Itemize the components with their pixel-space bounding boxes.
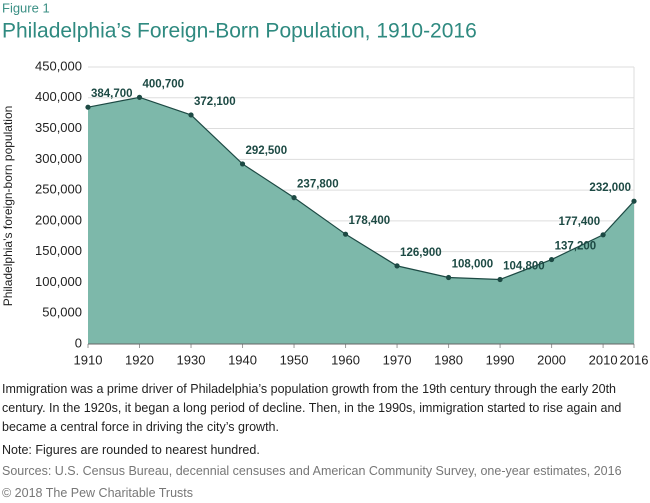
value-label: 237,800 <box>297 179 339 191</box>
y-axis-label: Philadelphia’s foreign-born population <box>1 106 15 307</box>
y-tick-label: 300,000 <box>35 151 82 166</box>
value-label: 177,400 <box>559 216 601 228</box>
y-tick-label: 450,000 <box>35 58 82 73</box>
x-tick-label: 1940 <box>228 352 257 367</box>
value-label: 137,200 <box>555 241 597 253</box>
value-label: 108,000 <box>452 259 494 271</box>
y-tick-label: 200,000 <box>35 212 82 227</box>
x-tick-label: 1910 <box>74 352 103 367</box>
point <box>342 231 349 237</box>
value-label: 104,800 <box>503 261 545 273</box>
x-tick-label: 1970 <box>383 352 412 367</box>
note: Note: Figures are rounded to nearest hun… <box>2 443 260 457</box>
x-tick-label: 2010 <box>589 352 618 367</box>
x-tick-label: 2016 <box>620 352 649 367</box>
x-tick-label: 1960 <box>331 352 360 367</box>
x-tick-label: 1920 <box>125 352 154 367</box>
line <box>87 96 635 281</box>
point <box>85 104 91 110</box>
value-label: 126,900 <box>400 247 442 259</box>
y-tick-label: 350,000 <box>35 120 82 135</box>
caption: Immigration was a prime driver of Philad… <box>2 382 622 434</box>
point <box>548 256 555 263</box>
y-tick-label: 100,000 <box>35 274 82 289</box>
point <box>394 263 400 269</box>
value-label: 384,700 <box>91 88 133 100</box>
x-tick-label: 1950 <box>280 352 309 367</box>
point <box>631 198 637 204</box>
point <box>136 94 143 100</box>
value-label: 292,500 <box>246 145 288 157</box>
x-tick-label: 1930 <box>177 352 206 367</box>
point <box>445 274 452 281</box>
y-tick-label: 250,000 <box>35 182 82 197</box>
value-label: 232,000 <box>589 182 631 194</box>
chart: Figure 1 Philadelphia’s Foreign-Born Pop… <box>1 0 649 367</box>
copyright: © 2018 The Pew Charitable Trusts <box>2 486 194 500</box>
y-tick-label: 0 <box>75 335 82 350</box>
x-tick-label: 2000 <box>537 352 566 367</box>
y-tick-label: 150,000 <box>35 243 82 258</box>
point <box>600 232 606 238</box>
x-tick-label: 1990 <box>486 352 515 367</box>
source: Sources: U.S. Census Bureau, decennial c… <box>2 464 622 478</box>
point <box>291 195 297 201</box>
chart-title: Philadelphia’s Foreign-Born Population, … <box>2 20 477 43</box>
area <box>88 97 634 344</box>
figure-label: Figure 1 <box>2 0 50 15</box>
point <box>188 112 194 118</box>
point <box>239 161 246 167</box>
value-label: 400,700 <box>143 78 185 90</box>
y-tick-label: 400,000 <box>35 89 82 104</box>
value-label: 178,400 <box>349 215 391 227</box>
x-tick-label: 1980 <box>434 352 463 367</box>
value-label: 372,100 <box>194 96 236 108</box>
point <box>497 276 503 283</box>
y-tick-label: 50,000 <box>42 305 82 320</box>
